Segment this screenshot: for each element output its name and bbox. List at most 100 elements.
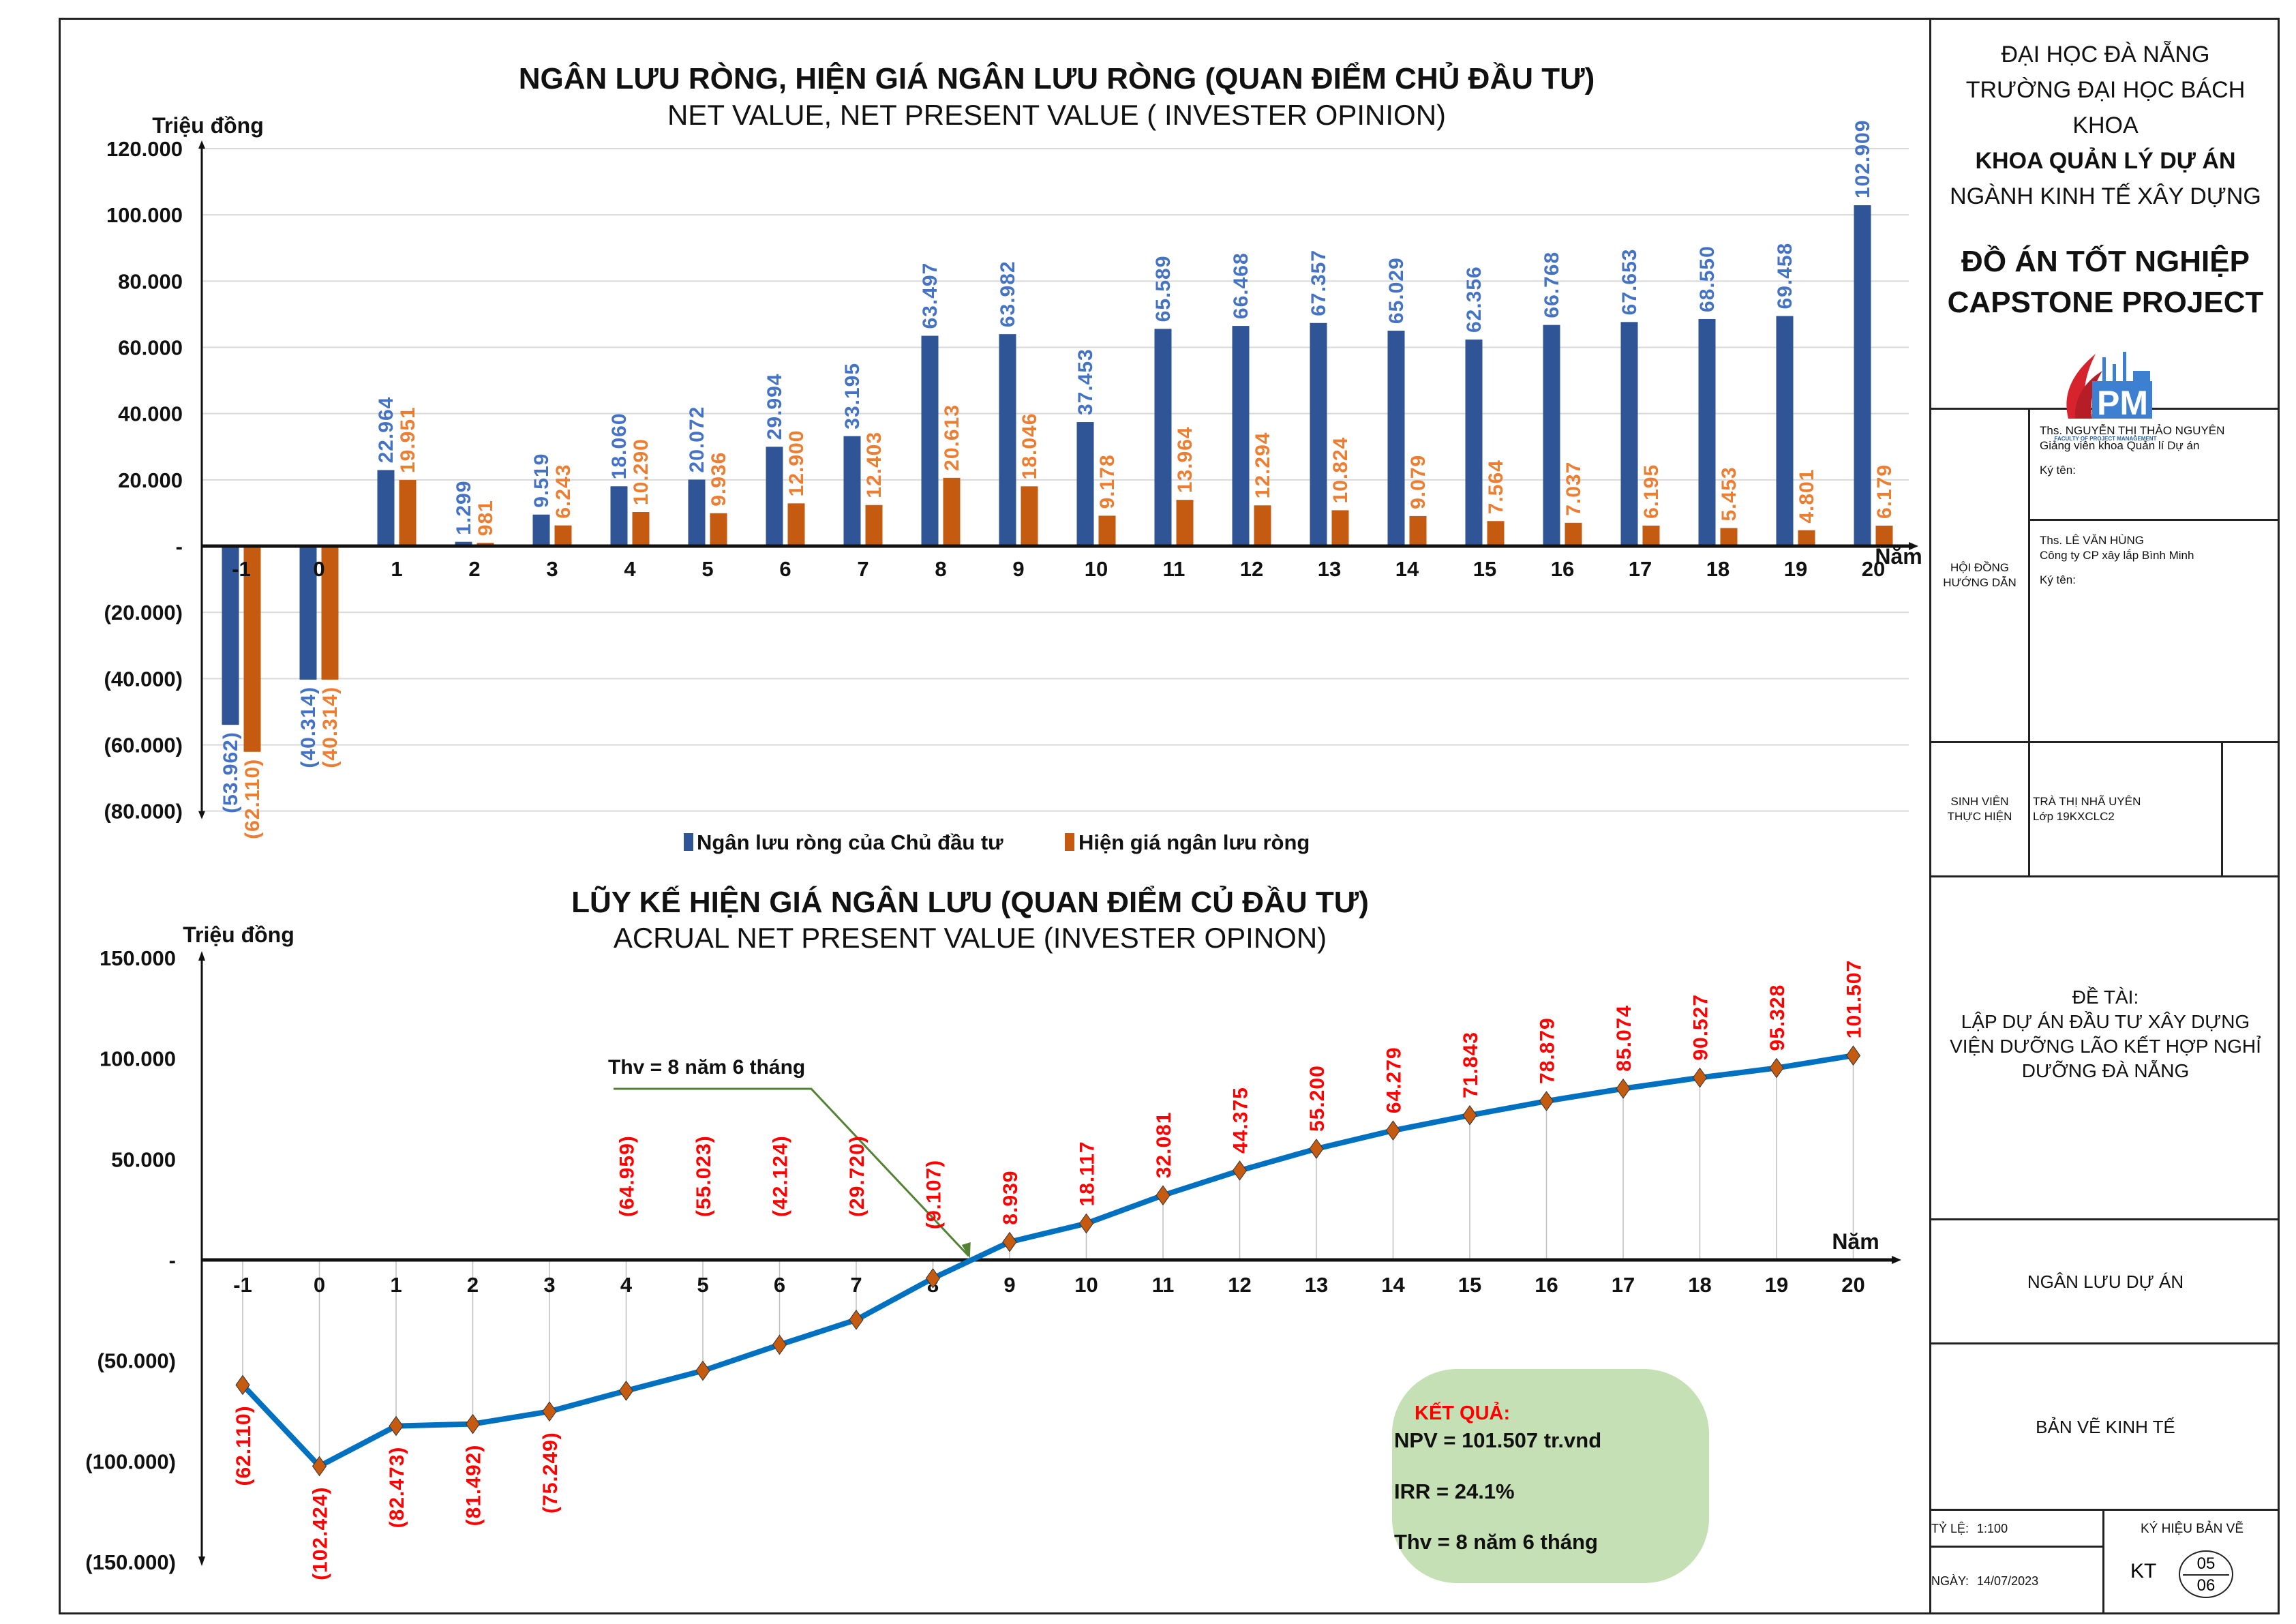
annotation-leader-line xyxy=(614,1087,969,1257)
drawing-type-section: BẢN VẼ KINH TẾ xyxy=(1931,1344,2280,1511)
bar-data-label: 68.550 xyxy=(1696,245,1719,312)
bar-net-value xyxy=(1076,422,1094,546)
x-tick-label: 9 xyxy=(1012,557,1024,581)
title-block-header: ĐẠI HỌC ĐÀ NẴNG TRƯỜNG ĐẠI HỌC BÁCH KHOA… xyxy=(1931,18,2280,442)
result-box: KẾT QUẢ: NPV = 101.507 tr.vnd IRR = 24.1… xyxy=(1392,1369,1709,1583)
bar-npv xyxy=(787,503,805,546)
bar-data-label: 12.900 xyxy=(785,430,808,497)
x-tick-label: -1 xyxy=(233,1273,252,1297)
bar-npv xyxy=(1487,521,1505,546)
data-point-marker xyxy=(1078,1213,1094,1234)
data-point-marker xyxy=(618,1380,634,1401)
y-axis-arrow-down xyxy=(198,1557,205,1566)
x-tick-label: 19 xyxy=(1765,1273,1788,1297)
y-tick-label: (150.000) xyxy=(85,1550,176,1574)
bar-data-label: 69.458 xyxy=(1774,243,1796,310)
major-name: NGÀNH KINH TẾ XÂY DỰNG xyxy=(1950,183,2261,209)
bar-net-value xyxy=(1465,340,1483,546)
bar-data-label: 67.653 xyxy=(1618,249,1641,316)
drawing-name-section: NGÂN LƯU DỰ ÁN xyxy=(1931,1220,2280,1344)
bar-data-label: (40.314) xyxy=(297,687,320,768)
x-tick-label: 12 xyxy=(1228,1273,1251,1297)
bar-net-value xyxy=(1854,205,1871,546)
x-tick-label: 0 xyxy=(314,1273,325,1297)
student-name: TRÀ THỊ NHÃ UYÊN xyxy=(2033,795,2141,808)
bar-data-label: 63.497 xyxy=(919,262,941,329)
line-data-label: (64.959) xyxy=(616,1135,639,1217)
line-data-label: 95.328 xyxy=(1766,984,1789,1051)
data-point-marker xyxy=(849,1309,864,1330)
y-tick-label: (100.000) xyxy=(85,1449,176,1473)
x-tick-label: 17 xyxy=(1612,1273,1635,1297)
project-title-en: CAPSTONE PROJECT xyxy=(1947,286,2264,319)
x-tick-label: 5 xyxy=(701,557,713,581)
bar-npv xyxy=(1565,522,1582,546)
data-point-marker xyxy=(1539,1091,1554,1111)
sheet-total: 06 xyxy=(2196,1576,2216,1595)
data-point-marker xyxy=(1692,1067,1708,1088)
bar-data-label: 33.195 xyxy=(841,363,864,430)
student-section: SINH VIÊN THỰC HIỆN TRÀ THỊ NHÃ UYÊN Lớp… xyxy=(1931,743,2280,877)
line-data-label: 78.879 xyxy=(1537,1017,1559,1084)
bar-data-label: 66.468 xyxy=(1230,252,1252,319)
cumulative-npv-line xyxy=(241,1053,1854,1469)
x-tick-label: 17 xyxy=(1629,557,1652,581)
bar-npv xyxy=(710,513,727,546)
bar-net-value xyxy=(455,541,472,546)
project-title-vi: ĐỒ ÁN TỐT NGHIỆP xyxy=(1961,245,2250,278)
y-tick-label: 80.000 xyxy=(118,269,183,293)
legend-swatch-net-value xyxy=(684,833,693,851)
bar-net-value xyxy=(843,436,861,546)
x-tick-label: -1 xyxy=(232,557,251,581)
x-tick-label: 0 xyxy=(313,557,324,581)
data-point-marker xyxy=(772,1334,787,1355)
bar-npv xyxy=(1798,530,1815,546)
bar-data-label: 65.029 xyxy=(1385,257,1408,324)
bar-data-label: 6.195 xyxy=(1640,464,1663,519)
line-data-label: (102.424) xyxy=(309,1486,332,1580)
line-data-label: 8.939 xyxy=(999,1171,1022,1225)
x-tick-label: 9 xyxy=(1003,1273,1015,1297)
advisor-1-role: Giảng viên khoa Quản lí Dự án xyxy=(2040,439,2200,452)
bar-data-label: 18.046 xyxy=(1018,413,1041,480)
line-chart-subtitle: ACRUAL NET PRESENT VALUE (INVESTER OPINO… xyxy=(614,922,1327,954)
y-tick-label: 20.000 xyxy=(118,468,183,492)
net-value-bar-chart: NGÂN LƯU RÒNG, HIỆN GIÁ NGÂN LƯU RÒNG (Q… xyxy=(104,61,1922,854)
logo-caption: FACULTY OF PROJECT MANAGEMENT xyxy=(2054,436,2157,442)
legend-swatch-npv xyxy=(1065,833,1074,851)
drawing-name: NGÂN LƯU DỰ ÁN xyxy=(2027,1271,2184,1292)
y-tick-label: 40.000 xyxy=(118,402,183,426)
x-tick-label: 14 xyxy=(1381,1273,1405,1297)
data-point-marker xyxy=(465,1413,481,1434)
bar-data-label: 9.519 xyxy=(530,453,553,508)
y-axis-arrow-up xyxy=(198,140,205,149)
x-tick-label: 10 xyxy=(1074,1273,1098,1297)
line-data-label: 44.375 xyxy=(1230,1087,1252,1154)
x-tick-label: 15 xyxy=(1458,1273,1481,1297)
data-point-marker xyxy=(312,1456,327,1477)
bar-npv xyxy=(1098,515,1116,546)
bar-data-label: 18.060 xyxy=(608,412,631,479)
bar-chart-xlabel: Năm xyxy=(1875,544,1922,569)
x-tick-label: 2 xyxy=(468,557,480,581)
x-tick-label: 11 xyxy=(1163,557,1185,581)
bar-npv xyxy=(1331,510,1349,546)
bar-npv xyxy=(243,546,261,752)
bar-net-value xyxy=(377,470,395,546)
data-point-marker xyxy=(1845,1045,1861,1066)
drawing-code-prefix: KT xyxy=(2130,1560,2157,1582)
drawing-type: BẢN VẼ KINH TẾ xyxy=(2036,1416,2175,1437)
y-tick-label: (40.000) xyxy=(104,667,183,691)
line-data-label: (81.492) xyxy=(463,1445,485,1527)
student-label-2: THỰC HIỆN xyxy=(1947,810,2012,823)
bar-net-value xyxy=(999,334,1016,546)
x-tick-label: 7 xyxy=(857,557,868,581)
topic-label: ĐỀ TÀI: xyxy=(2072,987,2139,1008)
line-data-label: 55.200 xyxy=(1306,1065,1329,1132)
line-data-label: (62.110) xyxy=(232,1405,255,1486)
advisors-label-2: HƯỚNG DẪN xyxy=(1943,576,2016,589)
line-data-label: (82.473) xyxy=(386,1447,408,1529)
y-tick-label: 50.000 xyxy=(111,1147,176,1171)
data-point-marker xyxy=(1769,1057,1784,1079)
student-class: Lớp 19KXCLC2 xyxy=(2033,810,2115,823)
